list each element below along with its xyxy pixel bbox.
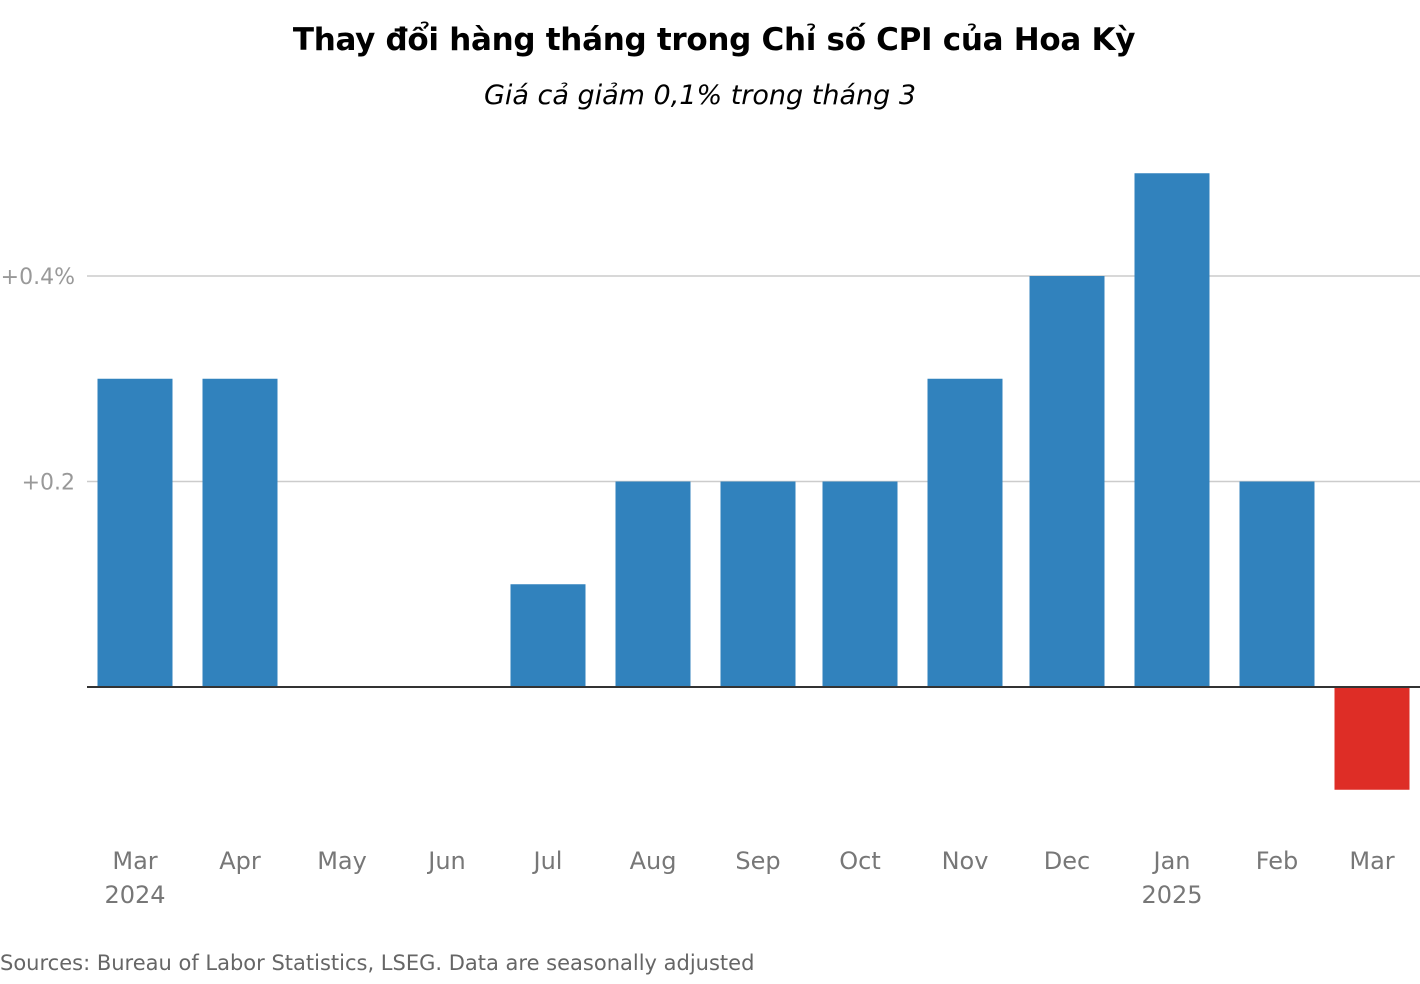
x-year-label: 2024 bbox=[104, 881, 165, 909]
bar bbox=[510, 584, 586, 687]
x-tick-label: Jan bbox=[1152, 847, 1191, 875]
y-tick-label: +0.2 bbox=[22, 471, 75, 496]
bar bbox=[615, 481, 691, 687]
x-tick-label: Aug bbox=[630, 847, 677, 875]
x-tick-label: Feb bbox=[1256, 847, 1299, 875]
x-tick-label: Mar bbox=[112, 847, 157, 875]
x-tick-label: Jun bbox=[426, 847, 466, 875]
x-tick-label: Sep bbox=[735, 847, 780, 875]
x-tick-label: Dec bbox=[1044, 847, 1090, 875]
bar bbox=[1334, 687, 1410, 790]
bar bbox=[1239, 481, 1315, 687]
x-tick-label: May bbox=[317, 847, 367, 875]
source-note: Sources: Bureau of Labor Statistics, LSE… bbox=[0, 951, 755, 975]
chart-title: Thay đổi hàng tháng trong Chỉ số CPI của… bbox=[292, 22, 1136, 58]
y-tick-label: +0.4% bbox=[1, 265, 75, 290]
chart-subtitle: Giá cả giảm 0,1% trong tháng 3 bbox=[483, 80, 917, 111]
x-year-label: 2025 bbox=[1141, 881, 1202, 909]
bar bbox=[822, 481, 898, 687]
x-tick-label: Jul bbox=[532, 847, 563, 875]
bar bbox=[1134, 173, 1210, 687]
x-tick-label: Oct bbox=[839, 847, 881, 875]
x-tick-label: Mar bbox=[1349, 847, 1394, 875]
bar bbox=[97, 378, 173, 687]
bar bbox=[927, 378, 1003, 687]
bar bbox=[720, 481, 796, 687]
bar bbox=[1029, 276, 1105, 687]
bar bbox=[202, 378, 278, 687]
x-tick-label: Nov bbox=[942, 847, 989, 875]
x-tick-label: Apr bbox=[219, 847, 261, 875]
